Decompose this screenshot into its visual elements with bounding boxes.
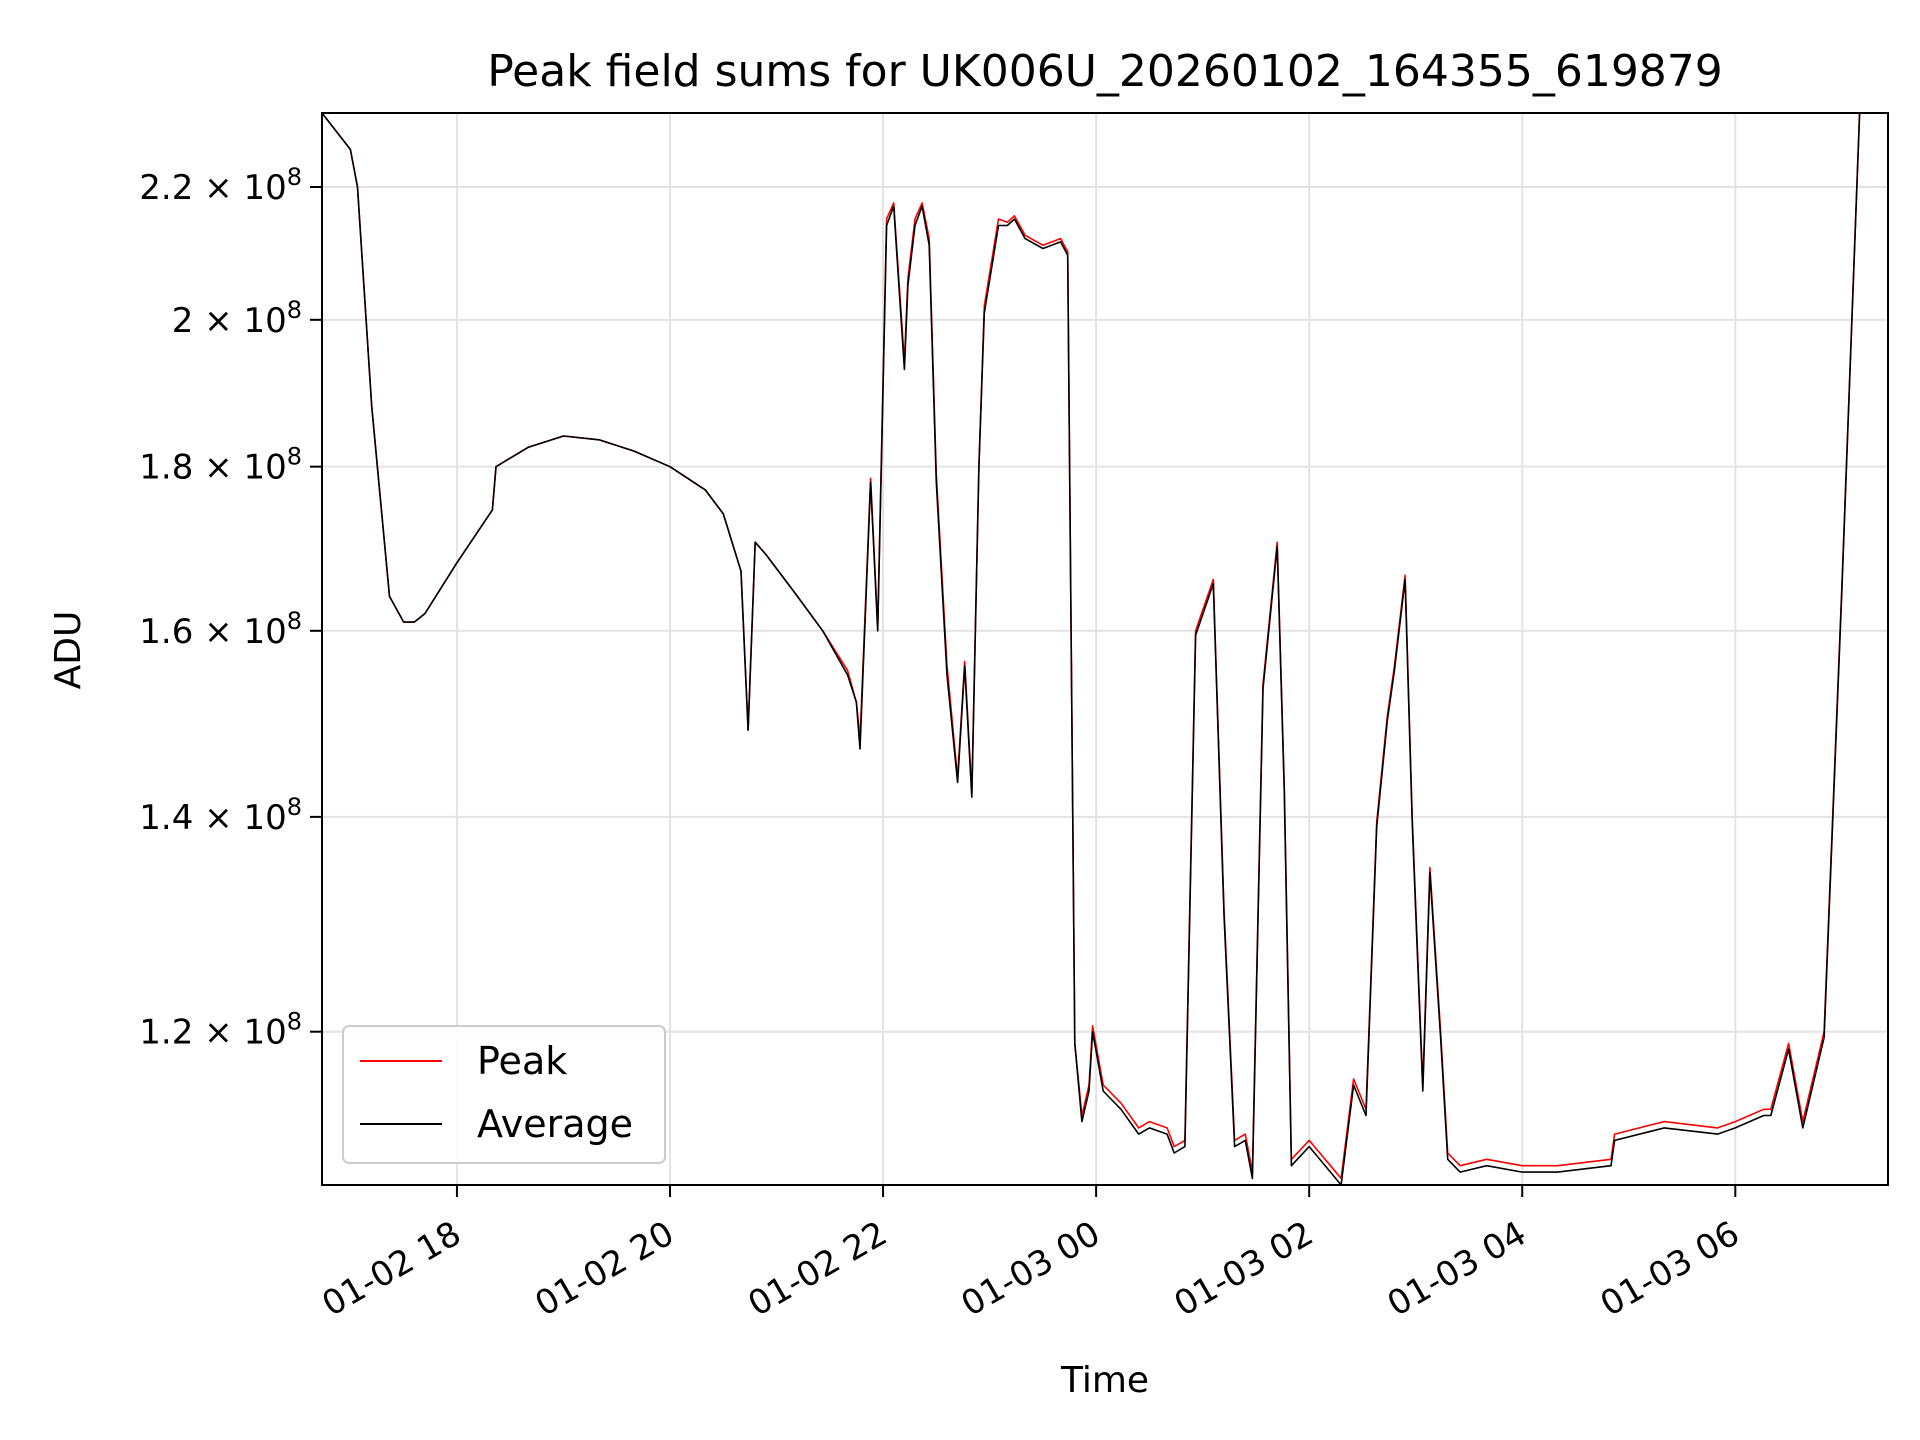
- y-tick-label: 1.8 × 108: [139, 443, 302, 488]
- y-axis-ticks: 1.2 × 108 1.4 × 108 1.6 × 108 1.8 × 108 2 × …: [139, 163, 322, 1053]
- y-tick-label: 2.2 × 108: [139, 163, 302, 208]
- y-tick-label: 2 × 108: [172, 296, 302, 341]
- y-tick-label: 1.6 × 108: [139, 607, 302, 652]
- x-axis-label: Time: [1060, 1360, 1149, 1401]
- legend-label-average: Average: [477, 1102, 633, 1146]
- series-lines: [321, 112, 1888, 1186]
- legend-label-peak: Peak: [477, 1039, 567, 1083]
- grid: [322, 113, 1888, 1185]
- legend: Peak Average: [342, 1025, 666, 1164]
- y-axis-label: ADU: [48, 611, 89, 690]
- series-line-average: [321, 112, 1888, 1186]
- chart-title: Peak field sums for UK006U_20260102_1643…: [487, 46, 1723, 97]
- plot-frame: [321, 112, 1889, 1186]
- y-tick-label: 1.2 × 108: [139, 1008, 302, 1053]
- y-tick-label: 1.4 × 108: [139, 793, 302, 838]
